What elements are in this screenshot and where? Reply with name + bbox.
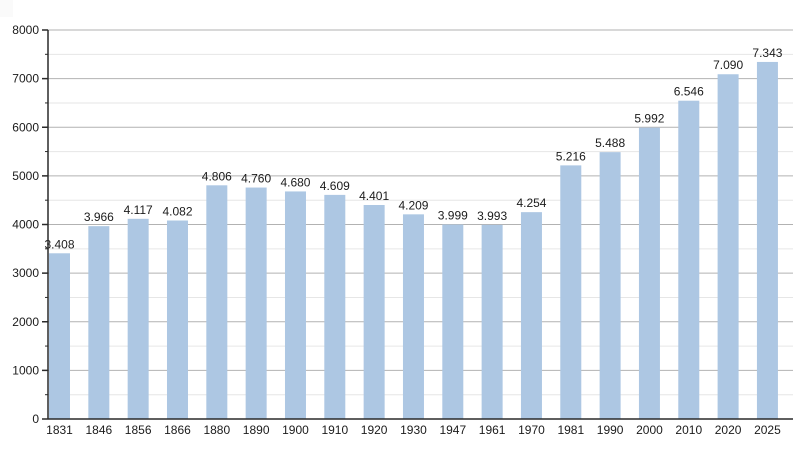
x-category-label: 1846 [85,423,112,437]
screenshot-corner-artifact [0,0,13,17]
bar-value-label: 3.993 [477,209,507,223]
bar [245,187,267,419]
bar [717,74,739,419]
bar-value-label: 4.806 [202,169,232,183]
bar-value-label: 6.546 [674,85,704,99]
bar [599,152,621,419]
bar [520,212,542,419]
bar-value-label: 4.082 [162,205,192,219]
bar [284,191,306,419]
y-tick-label: 3000 [12,266,39,280]
x-category-label: 1990 [597,423,624,437]
bar-value-label: 5.216 [556,149,586,163]
x-category-label: 1890 [243,423,270,437]
bar [363,205,385,419]
bar [127,218,149,419]
bar [756,61,778,419]
bar [560,165,582,419]
x-category-label: 1880 [203,423,230,437]
bar-value-label: 4.609 [320,179,350,193]
bar-value-label: 5.992 [634,112,664,126]
x-category-label: 1856 [125,423,152,437]
x-category-label: 1920 [361,423,388,437]
bar [206,185,228,419]
y-tick-label: 0 [32,412,39,426]
x-category-label: 2000 [636,423,663,437]
x-category-label: 2010 [675,423,702,437]
bar-value-label: 3.408 [44,237,74,251]
bar [442,224,464,419]
y-tick-label: 5000 [12,169,39,183]
bar [166,220,188,419]
bar-value-label: 4.209 [398,198,428,212]
y-tick-label: 6000 [12,120,39,134]
bar-value-label: 5.488 [595,136,625,150]
bar-value-label: 4.760 [241,172,271,186]
bar-value-label: 4.254 [516,196,546,210]
x-category-label: 1900 [282,423,309,437]
y-tick-label: 7000 [12,72,39,86]
bar [402,214,424,419]
bar-value-label: 4.680 [280,175,310,189]
y-tick-label: 4000 [12,218,39,232]
bar [638,127,660,419]
bar-value-label: 3.999 [438,209,468,223]
y-tick-label: 1000 [12,363,39,377]
bar-value-label: 3.966 [84,210,114,224]
x-category-label: 2025 [754,423,781,437]
x-category-label: 1930 [400,423,427,437]
x-category-label: 1970 [518,423,545,437]
bar [88,226,110,419]
y-tick-label: 2000 [12,315,39,329]
y-tick-label: 8000 [12,23,39,37]
bar-value-label: 7.343 [752,46,782,60]
bar [481,224,503,419]
x-category-label: 1981 [557,423,584,437]
x-category-label: 2020 [715,423,742,437]
x-category-label: 1910 [321,423,348,437]
bar [324,194,346,419]
x-category-label: 1961 [479,423,506,437]
bar-value-label: 4.401 [359,189,389,203]
bar [678,100,700,420]
x-category-label: 1947 [439,423,466,437]
bar-value-label: 4.117 [124,203,153,217]
bar-value-label: 7.090 [713,58,743,72]
x-category-label: 1866 [164,423,191,437]
x-category-label: 1831 [46,423,73,437]
bar [49,253,70,419]
